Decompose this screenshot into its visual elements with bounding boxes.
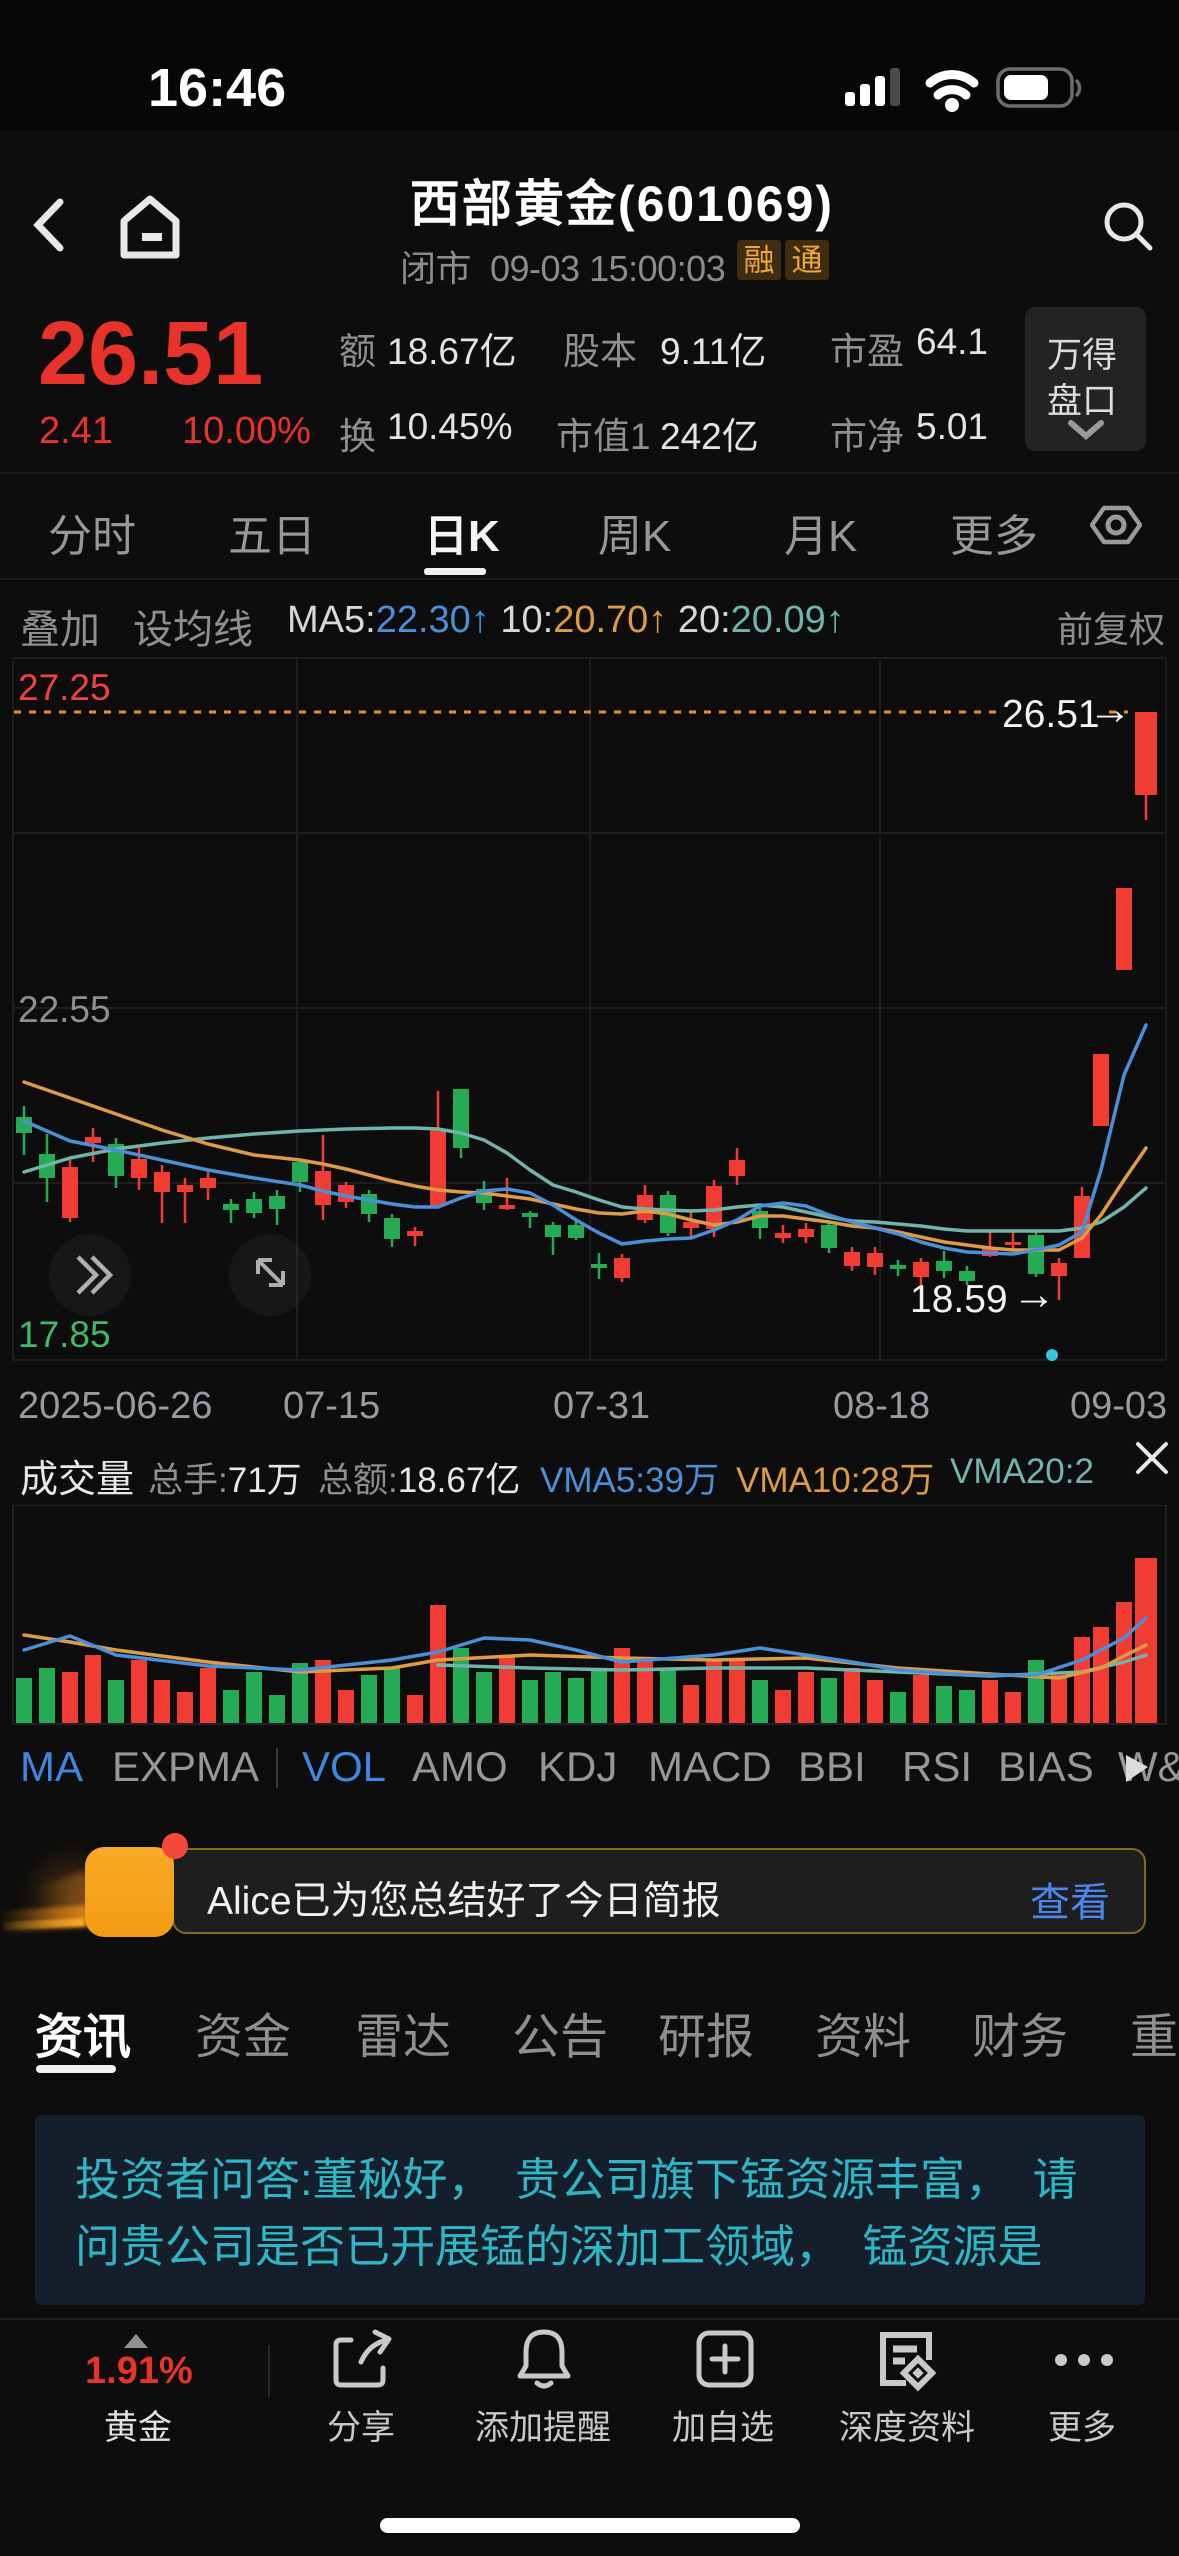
svg-text:17.85: 17.85 [18,1314,111,1355]
svg-text:07-31: 07-31 [553,1385,650,1427]
svg-text:2025-06-26: 2025-06-26 [18,1385,212,1427]
svg-text:08-18: 08-18 [833,1385,930,1427]
svg-text:→: → [1088,685,1132,734]
svg-text:27.25: 27.25 [18,667,111,708]
svg-text:→: → [1012,1270,1056,1319]
svg-text:22.55: 22.55 [18,989,111,1030]
svg-text:26.51: 26.51 [1002,693,1100,736]
svg-text:09-03: 09-03 [1070,1385,1167,1427]
svg-text:07-15: 07-15 [283,1385,380,1427]
svg-text:18.59: 18.59 [910,1278,1008,1321]
